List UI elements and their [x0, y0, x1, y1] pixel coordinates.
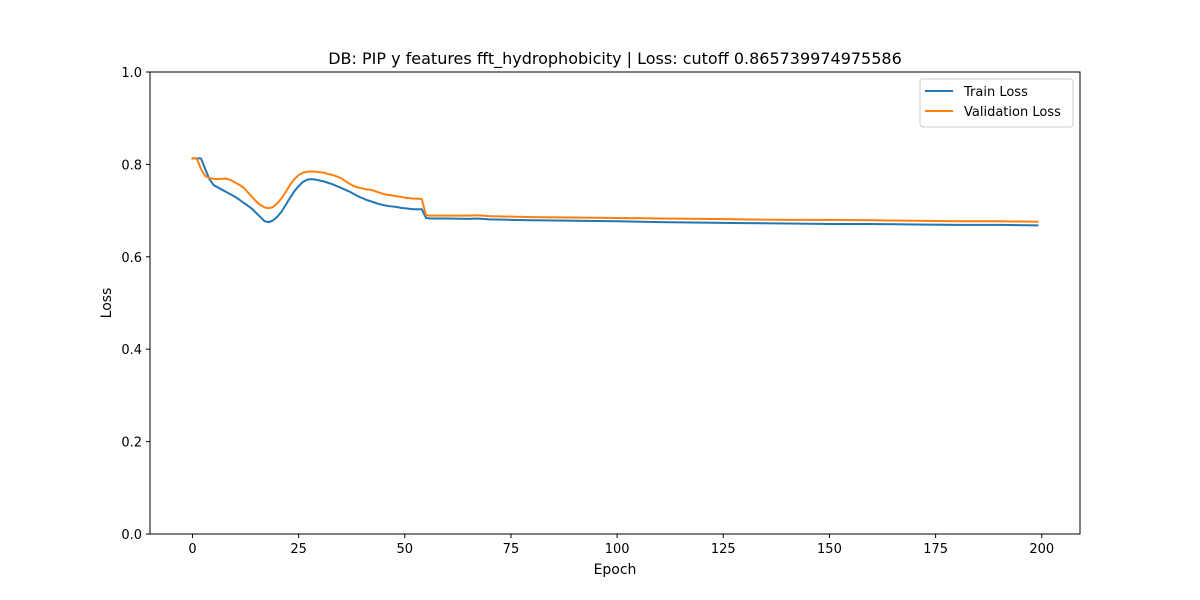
- x-tick-label: 150: [817, 542, 842, 557]
- series-line-validation-loss: [191, 157, 1039, 223]
- y-tick-label: 0.8: [121, 158, 142, 173]
- axes-frame: [149, 71, 1081, 535]
- y-tick-label: 1.0: [121, 66, 142, 81]
- x-tick-label: 175: [923, 542, 948, 557]
- x-tick-label: 0: [188, 542, 196, 557]
- x-axis-label: Epoch: [594, 562, 637, 578]
- y-tick-label: 0.0: [121, 528, 142, 543]
- x-tick-label: 125: [711, 542, 736, 557]
- plot-area: 0 25 50 75 100 125 150 175 200 0.0 0.2 0.4 0.6 0.8 1.0…: [121, 66, 1081, 557]
- chart-title: DB: PIP y features fft_hydrophobicity | …: [328, 49, 902, 69]
- x-tick-label: 25: [290, 542, 307, 557]
- y-tick-label: 0.6: [121, 251, 142, 266]
- y-axis-label: Loss: [99, 288, 115, 319]
- legend-box: [919, 78, 1074, 128]
- x-tick-label: 75: [503, 542, 520, 557]
- legend-label-train-loss: Train Loss: [963, 85, 1028, 100]
- y-tick-label: 0.4: [121, 343, 142, 358]
- y-tick-label: 0.2: [121, 436, 142, 451]
- x-tick-label: 100: [605, 542, 630, 557]
- series-line-train-loss: [191, 157, 1039, 227]
- legend-label-validation-loss: Validation Loss: [964, 105, 1061, 120]
- x-tick-label: 50: [397, 542, 414, 557]
- x-tick-label: 200: [1029, 542, 1054, 557]
